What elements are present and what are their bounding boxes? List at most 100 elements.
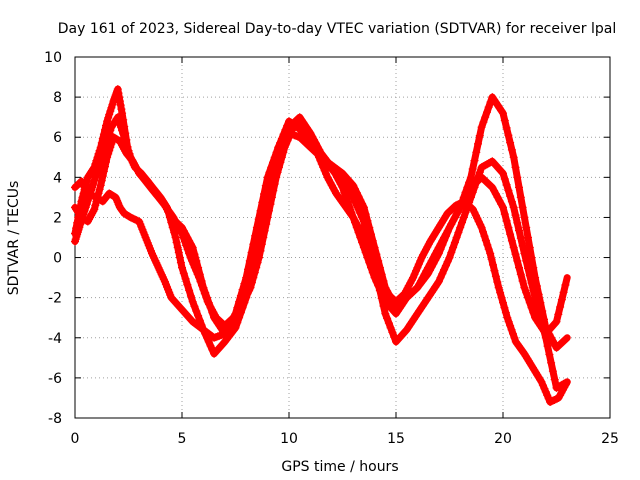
plus-marker — [541, 323, 550, 332]
plus-marker — [192, 266, 201, 275]
plus-marker — [372, 265, 380, 274]
plus-marker — [465, 178, 474, 187]
plus-marker — [518, 277, 527, 285]
plus-marker — [125, 149, 134, 158]
plus-marker — [418, 273, 427, 282]
plus-marker — [320, 166, 329, 175]
plus-marker — [367, 253, 376, 262]
plus-marker — [183, 280, 192, 289]
plus-marker — [379, 293, 388, 302]
plus-marker — [409, 287, 418, 295]
plus-marker — [92, 197, 101, 206]
plus-marker — [190, 302, 199, 311]
plus-marker — [97, 176, 106, 185]
plus-marker — [417, 277, 425, 285]
plus-marker — [195, 316, 204, 325]
plus-marker — [392, 337, 400, 346]
plus-marker — [386, 323, 395, 332]
plus-marker — [292, 131, 301, 140]
plus-marker — [103, 117, 112, 126]
plus-marker — [557, 295, 566, 304]
plus-marker — [193, 270, 202, 279]
chart-title: Day 161 of 2023, Sidereal Day-to-day VTE… — [58, 21, 616, 37]
plus-marker — [511, 211, 520, 220]
plus-marker — [211, 347, 220, 356]
plus-marker — [117, 123, 125, 132]
plus-marker — [122, 139, 131, 148]
plus-marker — [108, 100, 117, 109]
plus-marker — [217, 341, 226, 350]
plus-marker — [458, 218, 466, 227]
x-tick-label: 15 — [387, 431, 405, 447]
plus-marker — [431, 250, 440, 259]
plus-marker — [322, 170, 331, 178]
plus-marker — [363, 242, 372, 251]
plus-marker — [188, 256, 196, 265]
plus-marker — [490, 266, 499, 275]
plus-marker — [513, 256, 522, 265]
plus-marker — [270, 180, 279, 188]
plus-marker — [438, 269, 447, 278]
plus-marker — [554, 342, 563, 351]
plus-marker — [259, 233, 268, 242]
plus-marker — [115, 119, 124, 128]
plus-marker — [474, 139, 482, 148]
plus-marker — [253, 258, 262, 267]
plus-marker — [497, 200, 506, 209]
plus-marker — [545, 350, 554, 359]
plus-marker — [493, 193, 502, 202]
plus-marker — [265, 206, 273, 215]
plus-marker — [186, 292, 195, 300]
plus-marker — [105, 129, 114, 138]
plus-marker — [252, 263, 261, 272]
plus-marker — [519, 347, 527, 356]
plus-marker — [373, 269, 382, 278]
plus-marker — [477, 123, 486, 132]
plus-marker — [317, 160, 326, 168]
plus-marker — [338, 183, 347, 192]
plus-marker — [511, 163, 520, 172]
plus-marker — [185, 249, 194, 258]
plus-marker — [89, 207, 98, 216]
plus-marker — [537, 377, 546, 386]
plus-marker — [96, 181, 105, 190]
plus-marker — [95, 185, 104, 194]
series-track-4 — [71, 113, 571, 406]
plus-marker — [170, 297, 179, 306]
plus-marker — [315, 153, 323, 162]
plus-marker — [486, 249, 495, 258]
plus-marker — [329, 166, 338, 175]
plus-marker — [499, 203, 507, 212]
plus-marker — [507, 145, 516, 154]
plus-marker — [516, 234, 525, 243]
plus-marker — [450, 238, 459, 247]
plus-marker — [349, 193, 358, 202]
plus-marker — [499, 169, 507, 178]
plus-marker — [93, 193, 102, 202]
y-tick-label: 8 — [53, 90, 62, 106]
plus-marker — [88, 183, 97, 192]
plus-marker — [475, 131, 484, 140]
plus-marker — [118, 109, 127, 118]
plus-marker — [454, 228, 463, 237]
plus-marker — [436, 240, 445, 249]
plus-marker — [441, 230, 450, 239]
y-tick-label: -2 — [48, 291, 62, 307]
plus-marker — [393, 335, 402, 344]
plus-marker — [106, 126, 115, 135]
plus-marker — [534, 290, 543, 299]
plus-marker — [510, 333, 519, 342]
plus-marker — [556, 303, 565, 311]
plus-marker — [98, 172, 107, 180]
plus-marker — [506, 138, 515, 147]
plus-marker — [95, 160, 104, 168]
plus-marker — [416, 256, 425, 265]
plus-marker — [279, 148, 288, 157]
plus-marker — [454, 206, 463, 215]
plus-marker — [504, 317, 513, 326]
plus-marker — [452, 210, 461, 219]
plus-marker — [561, 380, 570, 389]
plus-marker — [447, 248, 456, 257]
plus-marker — [182, 241, 191, 250]
